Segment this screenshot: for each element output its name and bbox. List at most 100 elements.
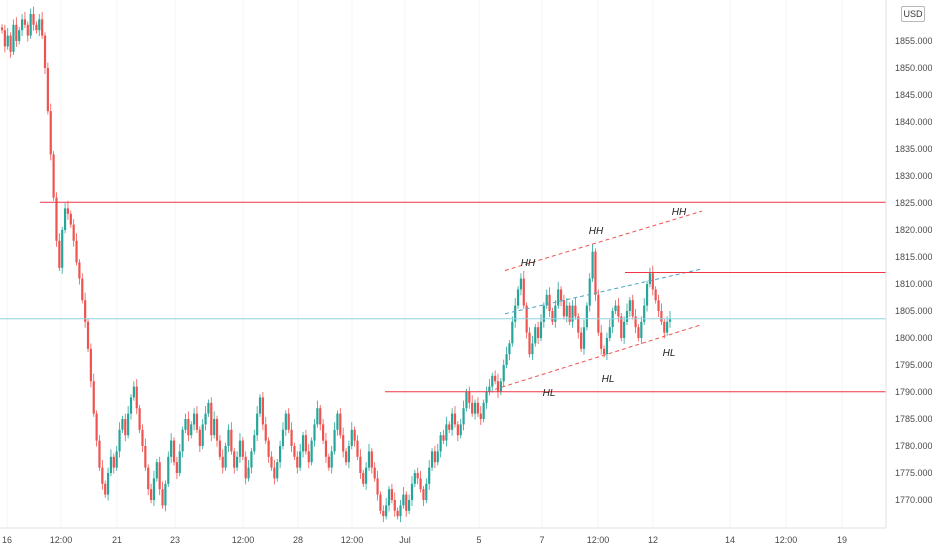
y-tick-label: 1850.000: [895, 63, 932, 73]
candle-body: [562, 300, 566, 317]
candle-body: [144, 446, 147, 468]
candle-body: [149, 489, 153, 500]
candle-body: [410, 483, 414, 500]
candle-body: [41, 19, 44, 36]
x-tick-label: 16: [2, 535, 12, 545]
candle-body: [316, 408, 319, 425]
candle-body: [278, 446, 282, 463]
candle-body: [385, 505, 388, 517]
candle-body: [416, 473, 419, 479]
candle-body: [167, 456, 170, 484]
candle-body: [299, 451, 302, 468]
candle-body: [118, 429, 121, 452]
candle-body: [399, 505, 402, 517]
candle-body: [496, 381, 500, 392]
candle-body: [602, 348, 606, 355]
candle-body: [284, 413, 287, 430]
y-tick-label: 1835.000: [895, 144, 932, 154]
x-tick-label: 21: [112, 535, 122, 545]
candle-body: [26, 24, 29, 36]
candle-body: [121, 419, 124, 430]
candle-body: [531, 343, 534, 355]
x-tick-label: Jul: [399, 535, 411, 545]
candle-body: [201, 424, 204, 446]
candle-body: [336, 413, 339, 430]
annotation-hh: HH: [672, 207, 687, 218]
y-tick-label: 1845.000: [895, 90, 932, 100]
candle-body: [147, 467, 150, 490]
candle-body: [456, 424, 459, 436]
candle-body: [135, 386, 138, 409]
candle-body: [537, 327, 540, 338]
candle-body: [161, 489, 164, 506]
candle-body: [408, 500, 411, 511]
candle-body: [528, 332, 531, 355]
candle-body: [287, 413, 290, 430]
candle-body: [35, 24, 38, 31]
candle-body: [273, 467, 276, 479]
annotation-hh: HH: [521, 258, 536, 269]
candle-body: [542, 305, 545, 322]
candle-body: [462, 408, 465, 425]
candle-body: [256, 413, 259, 436]
candle-body: [585, 305, 588, 328]
candle-body: [597, 294, 600, 333]
y-tick-label: 1840.000: [895, 117, 932, 127]
candle-body: [645, 284, 649, 306]
candle-body: [471, 402, 474, 414]
candle-body: [95, 413, 98, 441]
candle-body: [637, 327, 640, 338]
candle-body: [78, 262, 81, 279]
candle-body: [210, 402, 213, 436]
candle-body: [92, 381, 95, 414]
candle-body: [465, 392, 468, 409]
candle-body: [453, 413, 457, 425]
candle-body: [213, 419, 216, 436]
currency-badge[interactable]: USD: [901, 6, 925, 22]
candle-body: [347, 446, 351, 463]
candle-body: [390, 489, 394, 500]
candle-body: [516, 289, 520, 306]
candle-body: [38, 19, 41, 31]
x-tick-label: 12: [648, 535, 658, 545]
level-lines: 1825.1391812.1381790.0391803.57529:57: [0, 195, 931, 399]
candle-body: [376, 478, 379, 495]
candle-body: [109, 456, 113, 473]
y-tick-label: 1830.000: [895, 171, 932, 181]
candle-body: [81, 278, 84, 301]
candle-body: [313, 424, 316, 441]
y-axis-background: [886, 0, 932, 550]
y-tick-label: 1805.000: [895, 306, 932, 316]
candle-body: [565, 305, 568, 317]
candle-body: [442, 435, 445, 441]
candle-body: [207, 402, 210, 414]
candle-body: [451, 413, 454, 430]
x-tick-label: 12:00: [50, 535, 73, 545]
candle-body: [425, 483, 428, 500]
y-tick-label: 1800.000: [895, 333, 932, 343]
candle-body: [115, 451, 118, 468]
candle-body: [250, 451, 253, 468]
candle-body: [172, 440, 176, 463]
candle-body: [106, 473, 110, 495]
candle-body: [227, 429, 230, 446]
candle-body: [187, 419, 190, 436]
candle-body: [580, 332, 583, 349]
candle-body: [548, 294, 551, 311]
candle-body: [405, 494, 408, 511]
candle-body: [63, 208, 67, 230]
candle-body: [52, 154, 55, 198]
candle-body: [321, 424, 325, 441]
candle-body: [296, 456, 299, 468]
candle-body: [367, 451, 371, 468]
candle-body: [623, 321, 626, 338]
candle-body: [519, 278, 523, 290]
candle-body: [247, 467, 250, 479]
y-tick-label: 1775.000: [895, 468, 932, 478]
candle-body: [89, 348, 92, 382]
candle-body: [428, 467, 431, 484]
candle-body: [370, 451, 373, 468]
candle-body: [98, 440, 101, 468]
candle-body: [614, 305, 617, 311]
